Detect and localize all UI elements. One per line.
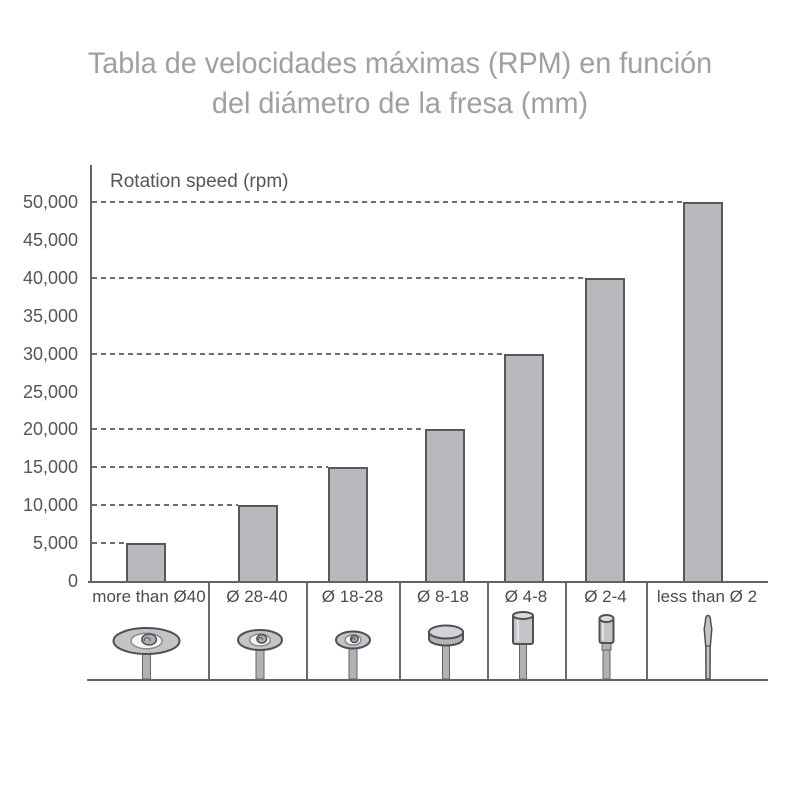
category-label: Ø 18-28 (321, 587, 384, 606)
y-tick-label: 0 (67, 571, 78, 591)
y-tick-label: 40,000 (22, 267, 78, 288)
grid-line (92, 504, 238, 507)
y-tick-label: 35,000 (22, 305, 78, 326)
bar (424, 429, 465, 582)
grid-line (92, 542, 126, 545)
category-separator (208, 583, 210, 679)
bar (683, 202, 723, 582)
category-separator (306, 583, 308, 679)
grid-line (92, 201, 683, 203)
bar (504, 353, 544, 582)
y-tick-label: 20,000 (22, 419, 78, 440)
category-label: Ø 28-40 (226, 587, 288, 606)
grid-line (92, 428, 425, 431)
y-tick-label: 5,000 (32, 533, 78, 554)
flat-disc-bur-icon (428, 624, 464, 680)
bottom-baseline (87, 679, 768, 681)
category-label: more than Ø40 (92, 587, 206, 606)
y-tick-label: 50,000 (22, 192, 78, 212)
category-separator (399, 583, 401, 679)
y-tick-label: 30,000 (22, 343, 78, 364)
bar (125, 543, 166, 582)
page-title-line2: del diámetro de la fresa (mm) (211, 87, 589, 120)
page-title-line1: Tabla de velocidades máximas (RPM) en fu… (87, 47, 713, 80)
pointed-taper-bur-icon (703, 614, 713, 680)
bar (327, 467, 368, 582)
category-separator (565, 583, 567, 679)
y-tick-label: 45,000 (22, 229, 78, 250)
small-cylinder-bur-icon (598, 614, 615, 680)
x-axis-line (88, 581, 768, 583)
medium-wheel-bur-icon (237, 629, 283, 680)
category-label: Ø 2-4 (584, 587, 627, 606)
grid-line (92, 466, 328, 469)
y-axis-line (90, 165, 92, 583)
y-axis-title: Rotation speed (rpm) (110, 171, 289, 192)
bar (238, 505, 278, 582)
grid-line (92, 276, 585, 279)
category-label: Ø 8-18 (417, 587, 469, 606)
large-wheel-bur-icon (112, 627, 181, 680)
bar (585, 277, 625, 582)
large-cylinder-bur-icon (512, 611, 534, 680)
category-separator (646, 583, 648, 679)
y-tick-label: 15,000 (22, 457, 78, 478)
grid-line (92, 352, 504, 355)
category-separator (487, 583, 489, 679)
small-wheel-bur-icon (335, 630, 371, 680)
category-label: Ø 4-8 (504, 587, 548, 606)
page-title: Tabla de velocidades máximas (RPM) en fu… (0, 44, 800, 124)
tool-icons-row (112, 611, 713, 680)
y-tick-label: 10,000 (22, 495, 78, 516)
category-label: less than Ø 2 (656, 587, 758, 606)
y-tick-label: 25,000 (22, 381, 78, 402)
